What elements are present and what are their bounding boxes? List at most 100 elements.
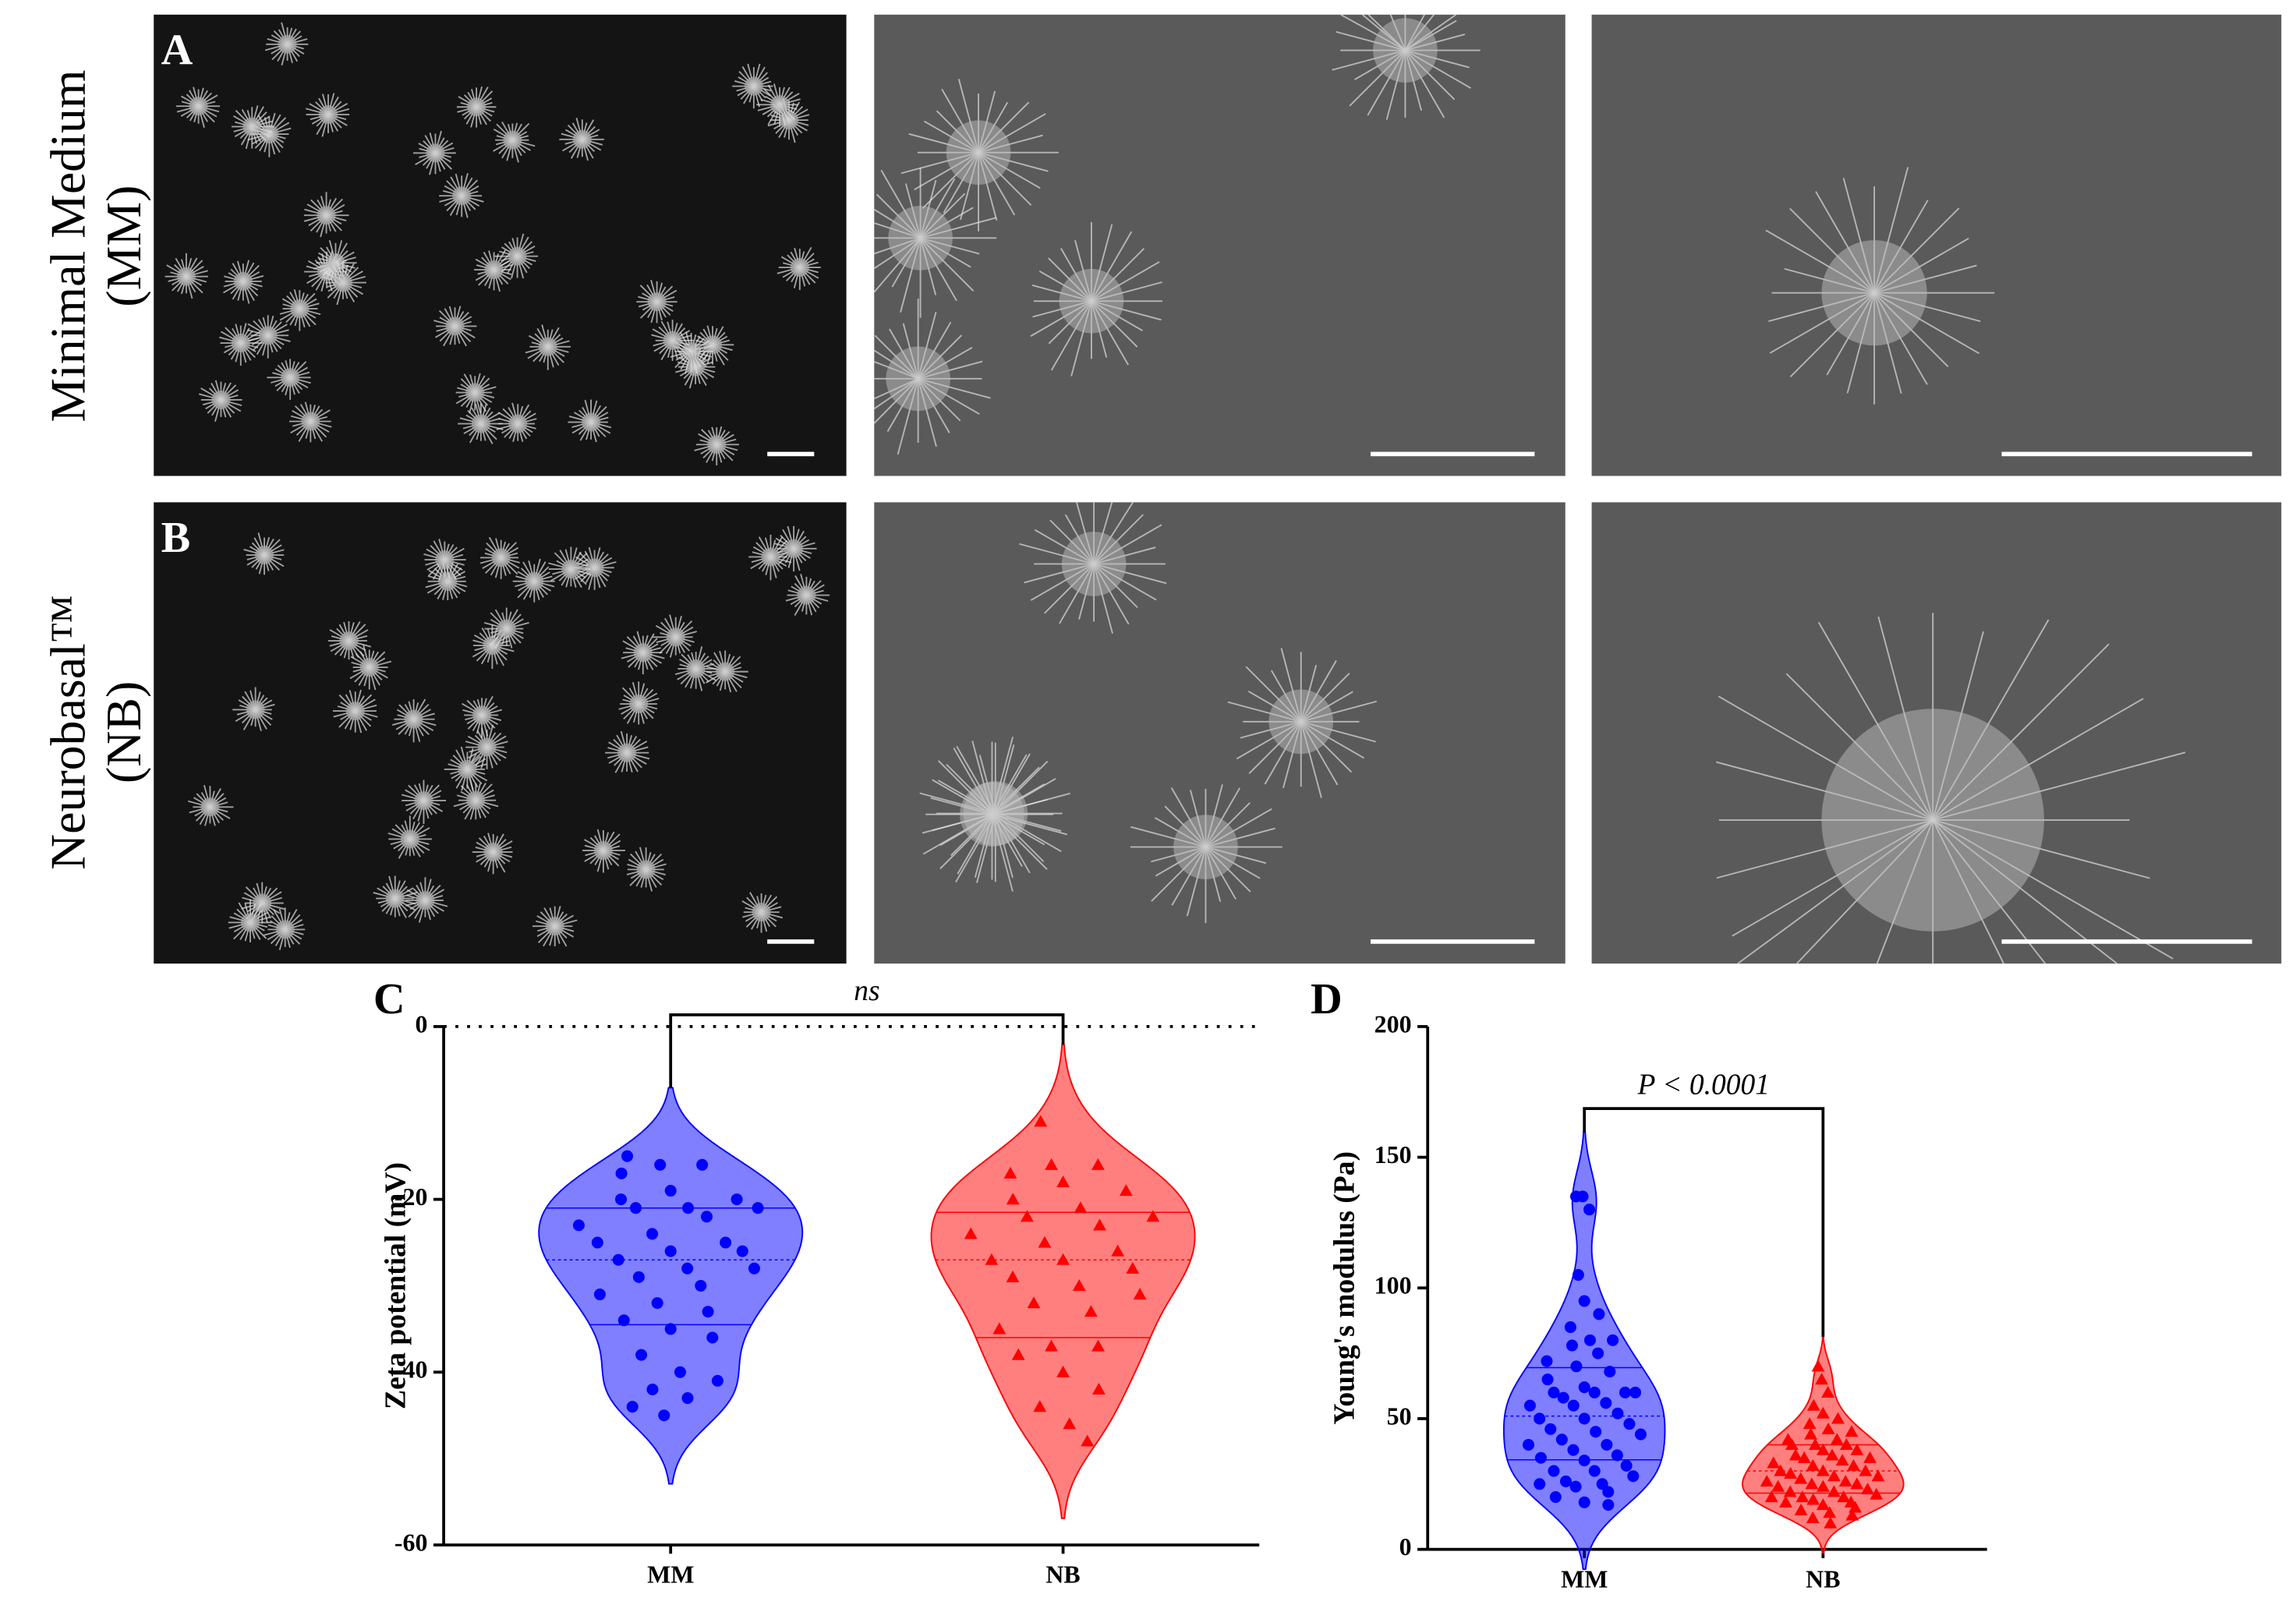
data-point: [1760, 1474, 1774, 1487]
data-point: [1774, 1464, 1788, 1476]
data-point: [1821, 1422, 1835, 1434]
data-point: [1003, 1166, 1017, 1179]
cell: [626, 847, 667, 892]
cell-body: [438, 571, 458, 591]
data-point: [700, 1211, 713, 1223]
data-point: [1541, 1355, 1553, 1367]
data-point: [1548, 1386, 1560, 1398]
cell: [425, 561, 468, 600]
cell-body: [1268, 689, 1334, 755]
cell-body: [333, 273, 352, 292]
data-point: [1056, 1365, 1070, 1377]
data-point: [1006, 1193, 1020, 1205]
cell-body: [508, 414, 528, 433]
cell-body: [301, 412, 320, 431]
cell-body: [629, 695, 649, 714]
cell-body: [246, 700, 265, 719]
data-point: [1627, 1470, 1640, 1483]
cell: [313, 239, 357, 284]
data-point: [615, 1167, 628, 1179]
data-point: [591, 1236, 603, 1249]
cell-body: [465, 383, 485, 402]
data-point: [615, 1193, 628, 1206]
panel-label: C: [373, 975, 405, 1023]
data-point: [1830, 1433, 1844, 1445]
cell-body: [483, 636, 502, 656]
data-point: [1523, 1399, 1536, 1412]
data-point: [1027, 1296, 1041, 1309]
cell: [373, 875, 418, 918]
cell-body: [445, 316, 465, 336]
cell: [484, 607, 529, 649]
cell: [267, 359, 311, 400]
cell-body: [472, 705, 492, 725]
cell-body: [647, 292, 667, 312]
cell-body: [400, 829, 419, 849]
data-point: [1794, 1472, 1808, 1484]
data-point: [1006, 1270, 1020, 1282]
data-point: [1850, 1477, 1864, 1490]
cell-body: [240, 913, 260, 932]
cell-body: [255, 545, 274, 565]
data-point: [1600, 1397, 1612, 1409]
y-tick-label: 100: [1374, 1272, 1412, 1299]
micrograph: [874, 14, 1565, 476]
cell-body: [744, 76, 763, 96]
cell-body: [483, 843, 503, 862]
data-point: [1629, 1386, 1642, 1398]
cell: [219, 323, 263, 366]
cell-body: [1061, 532, 1127, 596]
cell-body: [404, 709, 423, 729]
cell: [228, 899, 272, 942]
row-title: Neurobasal™: [41, 595, 96, 870]
cell: [232, 105, 274, 150]
cell-body: [525, 571, 544, 591]
cell: [618, 681, 660, 725]
data-point: [1816, 1406, 1830, 1419]
cell-body: [452, 186, 472, 206]
cell: [1227, 648, 1378, 798]
data-point: [1805, 1477, 1819, 1490]
data-point: [1081, 1434, 1095, 1447]
data-point: [1839, 1438, 1853, 1451]
data-point: [1590, 1426, 1602, 1438]
cell-body: [211, 390, 231, 409]
data-point: [1146, 1210, 1160, 1222]
cell: [785, 574, 830, 616]
cell-body: [359, 658, 379, 677]
data-point: [1045, 1158, 1059, 1170]
significance-bracket: [1583, 1107, 1825, 1338]
cell-body: [189, 97, 208, 116]
data-point: [1823, 1506, 1837, 1518]
cell: [433, 306, 477, 347]
row-title: Minimal Medium: [41, 69, 96, 422]
data-point: [1567, 1399, 1580, 1412]
data-point: [1020, 1210, 1034, 1222]
data-point: [1578, 1295, 1590, 1307]
cell: [332, 689, 378, 734]
cell-body: [761, 547, 780, 567]
data-point: [752, 1202, 764, 1214]
micrograph: [874, 502, 1565, 964]
cell-body: [435, 550, 455, 570]
data-point: [572, 1219, 585, 1232]
cell-body: [770, 95, 790, 115]
cell: [349, 645, 392, 691]
cell-body: [233, 271, 253, 291]
data-point: [1601, 1438, 1613, 1451]
cell: [175, 87, 221, 128]
data-point: [1534, 1478, 1546, 1490]
data-point: [992, 1322, 1006, 1335]
data-point: [1119, 1184, 1133, 1197]
data-point: [1767, 1456, 1781, 1469]
data-point: [1802, 1417, 1817, 1430]
data-point: [1604, 1366, 1616, 1378]
data-point: [1634, 1428, 1647, 1441]
cell: [674, 646, 716, 691]
data-point: [1611, 1449, 1623, 1462]
data-point: [1804, 1427, 1818, 1440]
cell: [472, 833, 513, 875]
micrograph: [1591, 14, 2282, 476]
data-point: [1845, 1508, 1859, 1521]
cell-body: [339, 631, 359, 651]
